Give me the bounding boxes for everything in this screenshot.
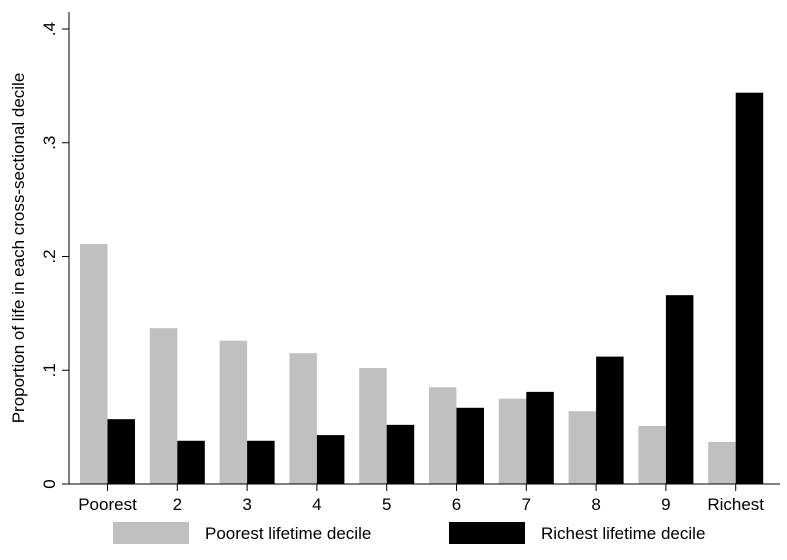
bar-richest-lifetime-decile-9 (665, 295, 694, 484)
bar-richest-lifetime-decile-6 (456, 407, 484, 484)
x-tick-label: 2 (173, 495, 182, 514)
bar-poorest-lifetime-decile-9 (638, 425, 666, 484)
bar-richest-lifetime-decile-5 (386, 424, 415, 484)
legend-swatch-2 (449, 522, 525, 544)
bar-poorest-lifetime-decile-2 (149, 328, 178, 484)
bar-richest-lifetime-decile-richest (735, 92, 764, 484)
bar-poorest-lifetime-decile-8 (568, 411, 597, 484)
bar-richest-lifetime-decile-2 (177, 440, 205, 484)
bar-richest-lifetime-decile-7 (526, 391, 554, 484)
bar-poorest-lifetime-decile-5 (359, 367, 387, 484)
x-tick-label: 6 (452, 495, 461, 514)
bar-richest-lifetime-decile-3 (247, 440, 275, 484)
x-tick-label: 5 (382, 495, 391, 514)
bar-poorest-lifetime-decile-7 (498, 398, 527, 484)
axes: 0 .1 .2 .3 .4 Poorest 2 3 4 5 6 7 8 9 Richest (40, 12, 780, 514)
bar-richest-lifetime-decile-4 (316, 435, 345, 484)
y-tick-label: .1 (40, 363, 59, 377)
legend: Poorest lifetime decile Richest lifetime … (113, 522, 705, 544)
bar-poorest-lifetime-decile-poorest (80, 243, 108, 484)
y-tick-label: .3 (40, 136, 59, 150)
x-tick-label: Poorest (78, 495, 137, 514)
legend-label-1: Poorest lifetime decile (205, 524, 371, 543)
bar-poorest-lifetime-decile-4 (289, 353, 317, 484)
y-tick-label: .4 (40, 22, 59, 36)
x-tick-label: 4 (312, 495, 321, 514)
plot-area (80, 92, 764, 484)
x-tick-label: Richest (707, 495, 764, 514)
x-tick-label: 3 (242, 495, 251, 514)
legend-label-2: Richest lifetime decile (541, 524, 705, 543)
x-tick-label: 9 (661, 495, 670, 514)
x-tick-label: 7 (522, 495, 531, 514)
bar-richest-lifetime-decile-8 (596, 356, 624, 484)
bar-richest-lifetime-decile-poorest (107, 419, 135, 484)
bar-poorest-lifetime-decile-6 (429, 387, 457, 484)
legend-swatch-1 (113, 522, 189, 544)
y-tick-label: .2 (40, 249, 59, 263)
bar-poorest-lifetime-decile-3 (219, 340, 248, 484)
x-tick-label: 8 (591, 495, 600, 514)
bar-poorest-lifetime-decile-richest (708, 441, 736, 484)
y-axis-title: Proportion of life in each cross-section… (9, 73, 28, 424)
y-tick-label: 0 (40, 479, 59, 488)
